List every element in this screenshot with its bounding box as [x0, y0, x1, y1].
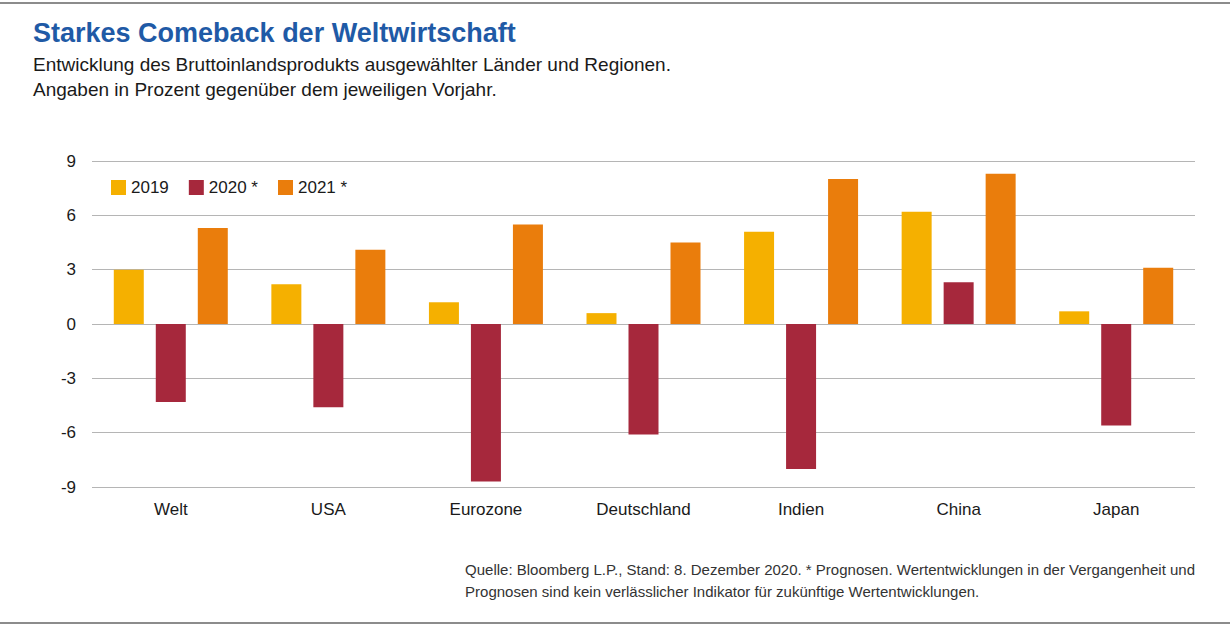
svg-text:9: 9	[67, 152, 76, 171]
svg-text:0: 0	[67, 315, 76, 334]
svg-text:Angaben in Prozent gegenüber d: Angaben in Prozent gegenüber dem jeweili…	[33, 79, 497, 100]
svg-text:Deutschland: Deutschland	[596, 500, 691, 519]
svg-text:Starkes Comeback der Weltwirts: Starkes Comeback der Weltwirtschaft	[33, 18, 516, 48]
svg-text:Quelle: Bloomberg L.P., Stand:: Quelle: Bloomberg L.P., Stand: 8. Dezemb…	[465, 561, 1195, 578]
svg-text:China: China	[936, 500, 981, 519]
svg-text:Welt: Welt	[154, 500, 188, 519]
svg-text:6: 6	[67, 206, 76, 225]
svg-text:Japan: Japan	[1093, 500, 1139, 519]
svg-text:-3: -3	[61, 369, 76, 388]
svg-text:Prognosen sind kein verlässlic: Prognosen sind kein verlässlicher Indika…	[465, 583, 979, 600]
svg-text:2021 *: 2021 *	[298, 178, 348, 197]
svg-text:USA: USA	[311, 500, 347, 519]
svg-text:2020 *: 2020 *	[209, 178, 259, 197]
svg-text:Eurozone: Eurozone	[450, 500, 523, 519]
svg-text:Indien: Indien	[778, 500, 824, 519]
svg-text:-6: -6	[61, 423, 76, 442]
svg-text:2019: 2019	[131, 178, 169, 197]
svg-text:-9: -9	[61, 478, 76, 497]
svg-text:Entwicklung des Bruttoinlandsp: Entwicklung des Bruttoinlandsprodukts au…	[33, 54, 671, 75]
svg-text:3: 3	[67, 260, 76, 279]
